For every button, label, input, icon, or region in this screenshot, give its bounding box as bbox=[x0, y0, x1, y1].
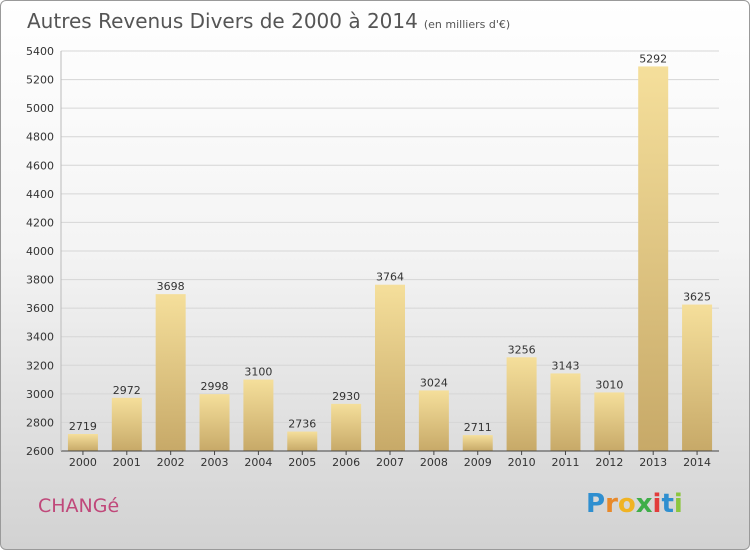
x-tick-label: 2002 bbox=[157, 456, 185, 469]
data-label-2014: 3625 bbox=[683, 291, 711, 304]
y-tick-label: 3800 bbox=[26, 274, 54, 287]
y-tick-label: 2800 bbox=[26, 416, 54, 429]
x-tick-label: 2001 bbox=[113, 456, 141, 469]
chart-title: Autres Revenus Divers de 2000 à 2014 (en … bbox=[27, 9, 510, 33]
data-label-2007: 3764 bbox=[376, 271, 404, 284]
x-tick-label: 2010 bbox=[508, 456, 536, 469]
x-tick-label: 2014 bbox=[683, 456, 711, 469]
x-tick-label: 2011 bbox=[551, 456, 579, 469]
y-tick-label: 3200 bbox=[26, 359, 54, 372]
bar-2003 bbox=[199, 394, 230, 451]
x-tick-label: 2000 bbox=[69, 456, 97, 469]
y-tick-label: 4600 bbox=[26, 159, 54, 172]
data-label-2002: 3698 bbox=[157, 280, 185, 293]
data-label-2006: 2930 bbox=[332, 390, 360, 403]
bar-2001 bbox=[111, 397, 142, 451]
bar-2007 bbox=[375, 284, 405, 451]
data-label-2008: 3024 bbox=[420, 376, 448, 389]
y-tick-label: 4800 bbox=[26, 131, 54, 144]
data-label-2004: 3100 bbox=[244, 366, 272, 379]
x-tick-label: 2006 bbox=[332, 456, 360, 469]
data-label-2012: 3010 bbox=[595, 378, 623, 391]
axes: 2000 2001 2002 2003 2004 2005 2006 2007 2008 2009… bbox=[60, 51, 719, 469]
data-label-2011: 3143 bbox=[551, 359, 579, 372]
logo-letter: x bbox=[635, 489, 653, 519]
bar-2000 bbox=[67, 434, 98, 451]
y-tick-label: 4400 bbox=[26, 188, 54, 201]
bar-2009 bbox=[462, 435, 493, 451]
x-tick-label: 2004 bbox=[244, 456, 272, 469]
y-tick-label: 5400 bbox=[26, 45, 54, 58]
logo-letter: i bbox=[673, 489, 683, 519]
y-tick-label: 5000 bbox=[26, 102, 54, 115]
y-tick-label: 3400 bbox=[26, 331, 54, 344]
chart-unit: (en milliers d'€) bbox=[423, 18, 511, 31]
logo-letter: P bbox=[586, 489, 606, 519]
data-label-2001: 2972 bbox=[113, 384, 141, 397]
proxiti-logo: Proxiti bbox=[586, 489, 683, 519]
logo-letter: t bbox=[661, 489, 674, 519]
y-tick-label: 3000 bbox=[26, 388, 54, 401]
x-tick-label: 2012 bbox=[595, 456, 623, 469]
x-tick-label: 2003 bbox=[201, 456, 229, 469]
bar-2013 bbox=[638, 66, 669, 451]
y-tick-label: 5200 bbox=[26, 74, 54, 87]
bar-2006 bbox=[331, 403, 362, 451]
bar-2011 bbox=[550, 373, 581, 451]
y-tick-label: 3600 bbox=[26, 302, 54, 315]
chart-title-text: Autres Revenus Divers de 2000 à 2014 bbox=[27, 9, 418, 33]
y-tick-label: 4000 bbox=[26, 245, 54, 258]
bar-2014 bbox=[682, 304, 713, 451]
bars: 2719 2972 3698 2998 3100 2736 2930 3764 3024 2711… bbox=[67, 52, 713, 451]
bar-2005 bbox=[287, 431, 318, 451]
x-tick-label: 2008 bbox=[420, 456, 448, 469]
bar-2002 bbox=[155, 294, 186, 451]
y-tick-label: 4200 bbox=[26, 216, 54, 229]
bar-2008 bbox=[418, 390, 449, 451]
commune-name: CHANGé bbox=[38, 495, 120, 517]
data-label-2010: 3256 bbox=[508, 343, 536, 356]
bar-2004 bbox=[243, 379, 274, 451]
x-tick-label: 2009 bbox=[464, 456, 492, 469]
x-tick-label: 2005 bbox=[288, 456, 316, 469]
y-tick-label: 2600 bbox=[26, 445, 54, 458]
bar-2012 bbox=[594, 392, 625, 451]
logo-letter: i bbox=[652, 489, 662, 519]
data-label-2005: 2736 bbox=[288, 418, 316, 431]
bar-2010 bbox=[506, 357, 537, 451]
logo-letter: o bbox=[617, 489, 636, 519]
data-label-2013: 5292 bbox=[639, 52, 667, 65]
x-tick-label: 2013 bbox=[639, 456, 667, 469]
data-label-2000: 2719 bbox=[69, 420, 97, 433]
x-tick-label: 2007 bbox=[376, 456, 404, 469]
data-label-2009: 2711 bbox=[464, 421, 492, 434]
logo-letter: r bbox=[605, 489, 618, 519]
data-label-2003: 2998 bbox=[201, 380, 229, 393]
